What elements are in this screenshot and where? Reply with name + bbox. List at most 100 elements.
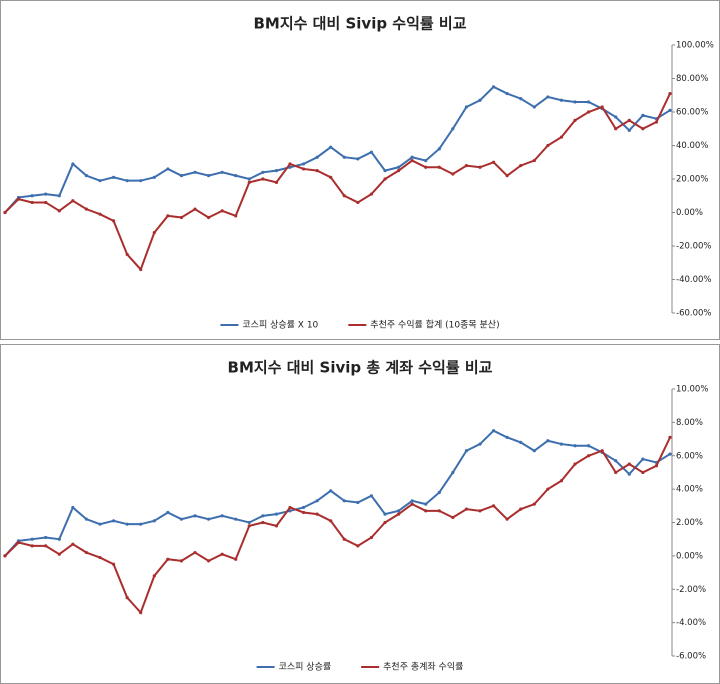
point — [424, 509, 428, 513]
point — [125, 252, 129, 256]
point — [451, 515, 455, 520]
point — [383, 177, 387, 181]
point — [301, 505, 306, 510]
point — [329, 145, 333, 149]
point — [383, 512, 387, 516]
point — [206, 215, 211, 220]
point — [546, 487, 550, 491]
y-tick-label: -6.00% — [676, 652, 706, 662]
point — [166, 557, 170, 561]
point — [166, 214, 170, 218]
point — [44, 544, 48, 548]
point — [464, 449, 469, 453]
point — [641, 113, 645, 117]
point — [586, 110, 591, 114]
y-tick-label: 100.00% — [676, 41, 714, 51]
point — [206, 517, 211, 521]
point — [111, 519, 116, 523]
point — [3, 210, 7, 215]
legend-label: 코스피 상승률 — [279, 662, 332, 673]
point — [152, 574, 156, 578]
point — [125, 595, 129, 600]
y-tick-label: -60.00% — [676, 309, 711, 319]
point — [44, 535, 48, 540]
point — [464, 507, 469, 511]
y-tick-label: 8.00% — [676, 418, 703, 428]
point — [84, 550, 89, 555]
point — [437, 509, 441, 513]
point — [559, 135, 564, 139]
point — [410, 155, 414, 159]
point — [451, 470, 455, 475]
point — [451, 172, 455, 176]
y-tick-label: 40.00% — [676, 141, 708, 151]
point — [30, 537, 34, 541]
point — [234, 214, 238, 218]
point — [519, 440, 523, 444]
point — [71, 505, 75, 510]
point — [600, 449, 604, 453]
y-tick-label: -4.00% — [676, 618, 706, 628]
y-tick-label: -2.00% — [676, 585, 706, 595]
point — [491, 160, 496, 164]
point — [342, 155, 346, 159]
point — [573, 118, 577, 122]
point — [71, 542, 75, 546]
point — [668, 452, 672, 456]
point — [315, 169, 319, 173]
point — [424, 165, 428, 169]
point — [220, 552, 224, 556]
point — [573, 444, 577, 448]
point — [247, 520, 251, 525]
point — [288, 505, 292, 510]
point — [125, 179, 129, 183]
point — [274, 169, 279, 173]
point — [315, 499, 319, 503]
point — [98, 522, 102, 526]
point — [166, 510, 170, 515]
point — [84, 174, 89, 178]
point — [369, 150, 374, 154]
point — [329, 175, 333, 179]
point — [546, 439, 550, 443]
point — [274, 512, 279, 516]
point — [139, 522, 143, 526]
point — [315, 512, 319, 516]
point — [193, 207, 197, 211]
point — [654, 120, 659, 124]
point — [668, 91, 672, 96]
point — [234, 174, 238, 178]
point — [478, 442, 482, 446]
y-tick-label: 0.00% — [676, 551, 703, 561]
chart-title: BM지수 대비 Sivip 총 계좌 수익률 비교 — [228, 359, 493, 377]
point — [16, 540, 21, 545]
point — [84, 517, 89, 521]
point — [451, 127, 455, 131]
point — [383, 520, 387, 525]
point — [505, 174, 509, 178]
point — [668, 435, 672, 439]
point — [464, 105, 469, 109]
point — [410, 499, 414, 503]
point — [369, 192, 374, 196]
point — [220, 170, 224, 174]
point — [573, 100, 577, 104]
point — [261, 520, 265, 525]
point — [614, 459, 618, 463]
point — [342, 499, 346, 503]
point — [220, 514, 224, 518]
point — [179, 215, 184, 220]
point — [491, 85, 496, 89]
point — [383, 169, 387, 173]
point — [261, 170, 265, 174]
point — [301, 510, 306, 515]
point — [505, 517, 509, 521]
point — [437, 165, 441, 169]
point — [30, 194, 34, 198]
point — [84, 207, 89, 211]
point — [559, 98, 564, 102]
point — [179, 174, 184, 178]
point — [234, 517, 238, 521]
point — [71, 199, 75, 203]
